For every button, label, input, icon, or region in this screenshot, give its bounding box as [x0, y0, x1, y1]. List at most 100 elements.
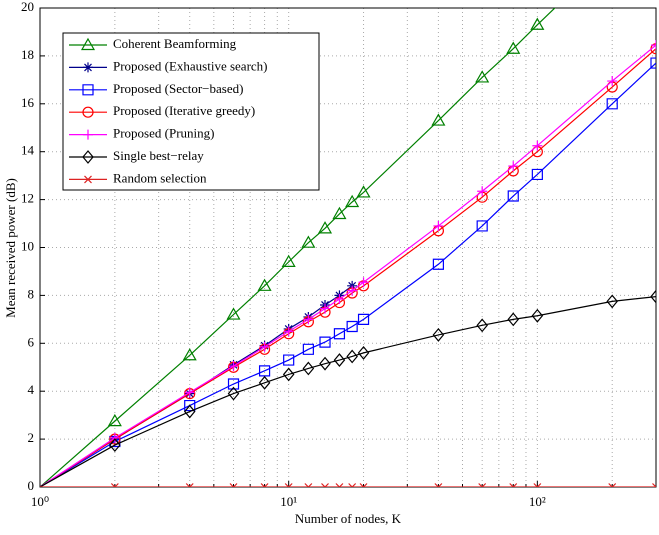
- marker: [333, 328, 346, 340]
- legend-label: Proposed (Iterative greedy): [113, 103, 255, 118]
- marker: [650, 57, 656, 69]
- legend-label: Proposed (Pruning): [113, 126, 214, 141]
- series-line: [40, 62, 656, 487]
- x-tick-label: 10⁰: [31, 494, 49, 509]
- marker: [80, 37, 96, 51]
- marker: [507, 190, 519, 202]
- marker: [83, 129, 93, 140]
- marker: [348, 483, 357, 487]
- marker: [507, 312, 520, 327]
- y-tick-label: 4: [28, 382, 35, 397]
- legend-label: Single best−relay: [113, 148, 204, 163]
- y-tick-label: 14: [21, 143, 35, 158]
- marker: [319, 356, 331, 371]
- marker: [184, 387, 195, 398]
- marker: [345, 194, 360, 208]
- marker: [332, 206, 347, 220]
- marker: [508, 161, 519, 172]
- y-tick-label: 8: [28, 286, 35, 301]
- legend-label: Proposed (Exhaustive search): [113, 58, 268, 73]
- marker: [82, 84, 94, 96]
- y-tick-label: 18: [21, 47, 34, 62]
- marker: [478, 483, 487, 487]
- marker: [301, 235, 316, 248]
- marker: [82, 106, 94, 118]
- marker: [302, 361, 315, 376]
- marker: [260, 483, 269, 487]
- marker: [333, 353, 346, 368]
- marker: [319, 336, 331, 348]
- marker: [358, 277, 369, 288]
- marker: [227, 378, 240, 390]
- marker: [357, 313, 370, 325]
- x-tick-label: 10¹: [280, 494, 297, 509]
- marker: [182, 348, 197, 361]
- marker: [606, 294, 618, 309]
- marker: [608, 483, 617, 487]
- marker: [185, 483, 194, 487]
- legend-box: [62, 32, 320, 191]
- y-tick-label: 0: [28, 478, 35, 493]
- marker: [476, 220, 488, 232]
- marker: [431, 113, 446, 126]
- marker: [320, 303, 331, 314]
- marker: [347, 285, 358, 296]
- y-tick-label: 12: [21, 191, 34, 206]
- marker: [509, 483, 518, 487]
- marker: [259, 341, 270, 352]
- marker: [183, 404, 196, 419]
- marker: [650, 289, 656, 304]
- marker: [229, 483, 238, 487]
- marker: [434, 483, 443, 487]
- marker: [84, 175, 92, 184]
- legend-label: Coherent Beamforming: [113, 36, 237, 51]
- marker: [109, 438, 121, 453]
- legend-label: Random selection: [113, 170, 207, 185]
- marker: [317, 221, 333, 234]
- plot-area: [40, 8, 656, 487]
- x-axis-label: Number of nodes, K: [295, 511, 402, 526]
- marker: [346, 320, 358, 333]
- marker: [227, 386, 240, 401]
- marker: [476, 318, 488, 333]
- marker: [321, 483, 329, 487]
- marker: [283, 326, 294, 337]
- marker: [110, 483, 119, 487]
- legend-label: Proposed (Sector−based): [113, 81, 243, 96]
- marker: [334, 293, 345, 304]
- y-tick-label: 20: [21, 0, 34, 14]
- marker: [107, 413, 122, 427]
- marker: [284, 483, 293, 487]
- marker: [83, 62, 93, 73]
- marker: [530, 17, 545, 30]
- marker: [433, 220, 444, 231]
- marker: [359, 483, 368, 487]
- marker: [109, 432, 120, 443]
- marker: [607, 76, 618, 87]
- marker: [346, 349, 358, 364]
- marker: [652, 483, 656, 487]
- marker: [82, 150, 94, 164]
- y-tick-label: 6: [28, 334, 35, 349]
- marker: [335, 483, 344, 487]
- y-axis-label: Mean received power (dB): [3, 178, 18, 318]
- marker: [302, 343, 314, 355]
- marker: [303, 314, 314, 325]
- marker: [357, 345, 370, 360]
- marker: [258, 365, 271, 377]
- x-tick-label: 10²: [529, 494, 546, 509]
- marker: [257, 278, 272, 291]
- marker: [475, 70, 490, 83]
- marker: [606, 98, 618, 110]
- marker: [651, 40, 656, 51]
- marker: [304, 483, 313, 487]
- marker: [283, 354, 295, 366]
- marker: [281, 254, 296, 267]
- marker: [532, 140, 543, 151]
- y-tick-label: 16: [21, 95, 35, 110]
- marker: [258, 375, 271, 390]
- marker: [432, 327, 445, 342]
- marker: [432, 258, 444, 270]
- marker: [477, 186, 488, 197]
